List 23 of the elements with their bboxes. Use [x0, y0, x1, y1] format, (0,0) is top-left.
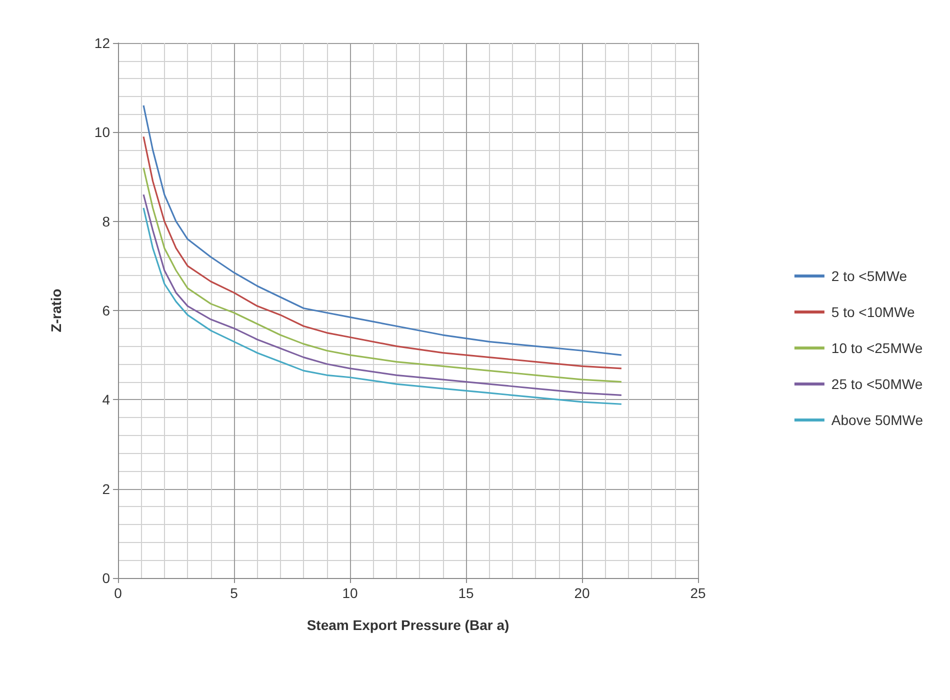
y-tick-label: 4: [102, 392, 110, 408]
y-tick-label: 0: [102, 570, 110, 586]
legend-label: 2 to <5MWe: [831, 268, 908, 284]
x-tick-label: 10: [342, 585, 358, 601]
x-tick-label: 25: [690, 585, 706, 601]
line-series: [142, 104, 622, 356]
legend-label: 10 to <25MWe: [831, 340, 923, 356]
legend-label: 25 to <50MWe: [831, 376, 923, 392]
y-tick-label: 10: [94, 124, 110, 140]
line-series: [142, 167, 622, 383]
y-axis-title: Z-ratio: [48, 288, 64, 332]
x-tick-label: 20: [574, 585, 590, 601]
y-tick-label: 8: [102, 213, 110, 230]
x-axis-title: Steam Export Pressure (Bar a): [306, 617, 510, 633]
x-tick-label: 5: [230, 585, 238, 601]
y-tick-label: 2: [102, 480, 110, 497]
y-tick-label: 12: [94, 35, 110, 51]
line-series: [142, 136, 622, 370]
x-tick-label: 0: [114, 585, 122, 601]
y-tick-label: 6: [102, 302, 110, 318]
legend-label: 5 to <10MWe: [831, 304, 916, 320]
x-tick-label: 15: [458, 585, 474, 601]
legend-label: Above 50MWe: [831, 412, 924, 428]
